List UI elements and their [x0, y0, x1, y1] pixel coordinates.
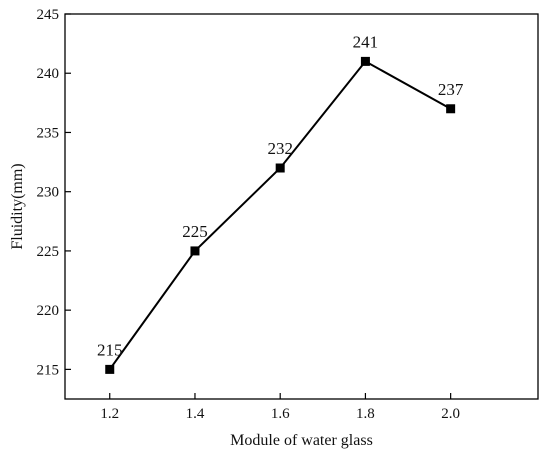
y-tick-label: 215 [37, 362, 60, 378]
data-point-marker [360, 56, 370, 66]
x-tick-label: 2.0 [441, 406, 460, 422]
data-label: 225 [182, 222, 208, 241]
data-label: 237 [438, 80, 464, 99]
y-tick-label: 245 [37, 7, 60, 23]
series-line [108, 60, 452, 370]
y-axis-title: Fluidity(mm) [9, 163, 26, 249]
x-axis: 1.2 1.4 1.6 1.8 2.0 [100, 393, 460, 422]
x-tick-label: 1.2 [100, 406, 119, 422]
data-point-marker [275, 163, 285, 173]
data-label: 232 [267, 139, 293, 158]
x-tick-label: 1.4 [186, 406, 205, 422]
data-point-marker [446, 104, 456, 114]
y-axis: 215 220 225 230 235 240 245 [37, 7, 71, 378]
data-labels: 215 225 232 241 237 [97, 32, 464, 359]
y-tick-label: 240 [37, 66, 60, 82]
data-label: 215 [97, 340, 123, 359]
data-label: 241 [353, 32, 379, 51]
y-tick-label: 235 [37, 125, 60, 141]
data-point-marker [105, 364, 115, 374]
x-tick-label: 1.8 [356, 406, 375, 422]
plot-border [64, 13, 539, 400]
plot-frame [64, 13, 539, 400]
x-axis-title: Module of water glass [230, 432, 373, 449]
y-tick-label: 225 [37, 244, 60, 260]
series-group [105, 56, 456, 374]
y-tick-label: 230 [37, 185, 60, 201]
x-tick-label: 1.6 [271, 406, 290, 422]
y-tick-label: 220 [37, 303, 60, 319]
data-point-marker [190, 246, 200, 256]
